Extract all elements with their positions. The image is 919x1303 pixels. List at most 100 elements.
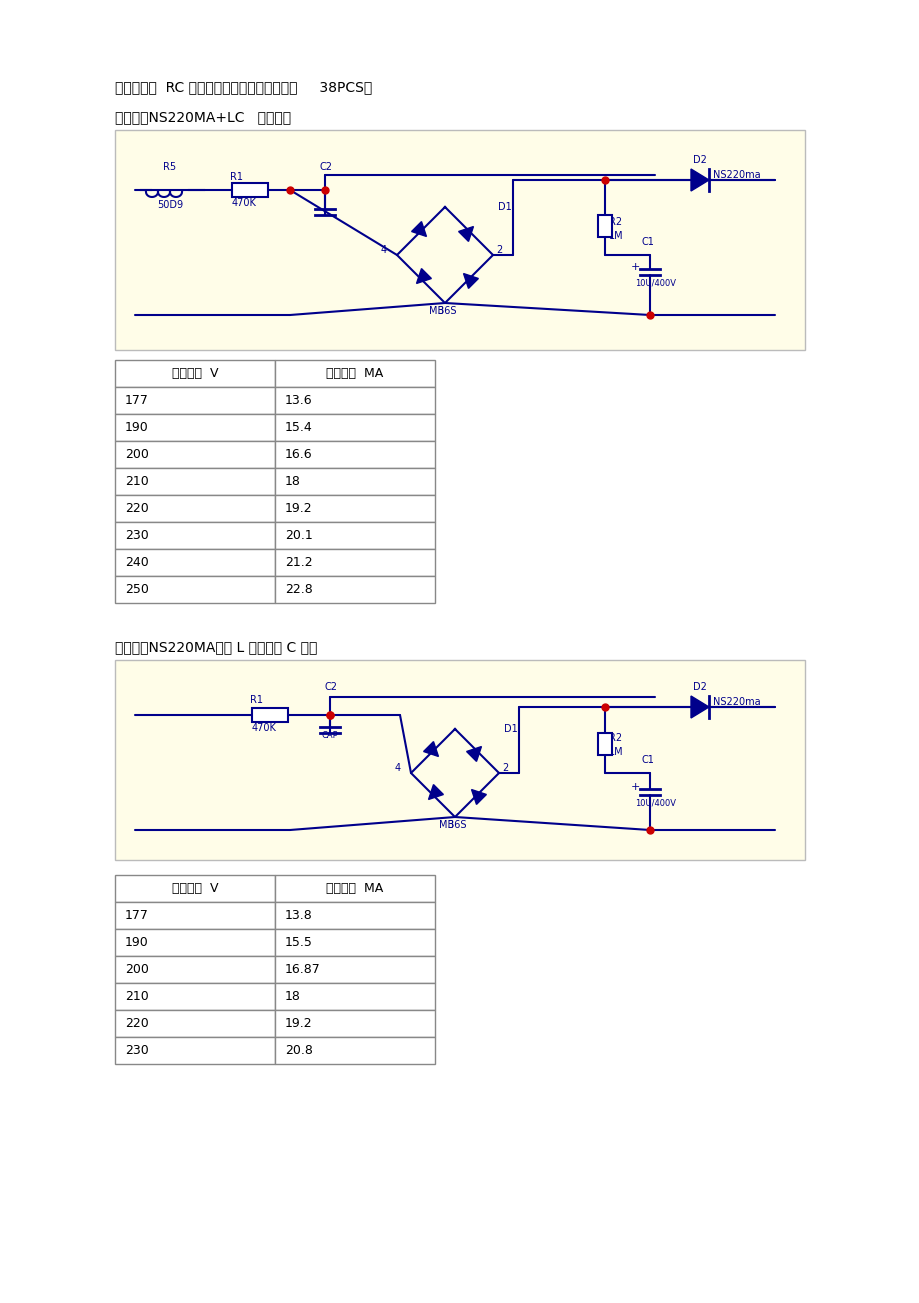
Bar — [115, 414, 275, 440]
Text: D2: D2 — [692, 681, 706, 692]
Text: 18: 18 — [285, 990, 301, 1003]
Bar — [115, 929, 275, 956]
Bar — [115, 549, 275, 576]
Text: 190: 190 — [125, 421, 149, 434]
Text: 15.4: 15.4 — [285, 421, 312, 434]
Text: 20.1: 20.1 — [285, 529, 312, 542]
Bar — [275, 440, 435, 468]
Bar — [275, 876, 435, 902]
Text: 10U/400V: 10U/400V — [634, 279, 675, 288]
Text: 21.2: 21.2 — [285, 556, 312, 569]
Text: MB6S: MB6S — [438, 820, 466, 830]
Text: 18: 18 — [285, 476, 301, 489]
Bar — [275, 495, 435, 523]
Text: D2: D2 — [692, 155, 706, 165]
Text: NS220ma: NS220ma — [712, 697, 760, 708]
Text: R2: R2 — [608, 218, 621, 227]
Polygon shape — [416, 268, 431, 284]
Bar — [275, 387, 435, 414]
Text: 177: 177 — [125, 909, 149, 923]
Text: 电源电源  V: 电源电源 V — [172, 367, 218, 380]
Text: 240: 240 — [125, 556, 149, 569]
Text: 220: 220 — [125, 1018, 149, 1029]
Bar — [115, 876, 275, 902]
Text: 电路电流  MA: 电路电流 MA — [326, 882, 383, 895]
Text: 190: 190 — [125, 936, 149, 949]
Polygon shape — [466, 747, 481, 761]
Bar — [597, 215, 611, 237]
Polygon shape — [690, 696, 709, 718]
Bar — [275, 1037, 435, 1065]
Text: 200: 200 — [125, 448, 149, 461]
Bar — [115, 982, 275, 1010]
Polygon shape — [411, 222, 426, 236]
Bar — [275, 468, 435, 495]
Bar — [115, 956, 275, 982]
Text: 230: 230 — [125, 1044, 149, 1057]
Text: R5: R5 — [164, 162, 176, 172]
Text: 电源电压  V: 电源电压 V — [172, 882, 218, 895]
Text: 220: 220 — [125, 502, 149, 515]
Text: 电路电流  MA: 电路电流 MA — [326, 367, 383, 380]
Bar — [115, 1010, 275, 1037]
Bar — [115, 495, 275, 523]
Bar — [115, 360, 275, 387]
Text: 15.5: 15.5 — [285, 936, 312, 949]
Text: D1: D1 — [497, 202, 511, 212]
Text: 230: 230 — [125, 529, 149, 542]
Polygon shape — [471, 790, 486, 804]
Text: R2: R2 — [608, 734, 621, 743]
Bar — [252, 708, 288, 722]
Bar — [115, 468, 275, 495]
Text: 250: 250 — [125, 582, 149, 595]
Text: 3: 3 — [447, 820, 452, 830]
Text: C1: C1 — [641, 237, 654, 248]
Bar — [275, 523, 435, 549]
Text: 16.6: 16.6 — [285, 448, 312, 461]
Text: 210: 210 — [125, 476, 149, 489]
Bar — [275, 902, 435, 929]
Text: 2: 2 — [502, 764, 507, 773]
Text: 1M: 1M — [608, 231, 623, 241]
Bar — [275, 1010, 435, 1037]
Text: 50D9: 50D9 — [157, 199, 183, 210]
Bar — [115, 661, 804, 860]
Text: 470K: 470K — [232, 198, 256, 208]
Polygon shape — [458, 227, 473, 241]
Text: 16.87: 16.87 — [285, 963, 321, 976]
Bar — [115, 387, 275, 414]
Text: 方案一：NS220MA+LC   滤波网络: 方案一：NS220MA+LC 滤波网络 — [115, 109, 290, 124]
Polygon shape — [423, 741, 438, 757]
Text: 3: 3 — [437, 306, 443, 317]
Bar — [115, 902, 275, 929]
Text: D1: D1 — [504, 724, 517, 734]
Bar — [115, 440, 275, 468]
Bar — [115, 576, 275, 603]
Bar — [275, 549, 435, 576]
Bar — [115, 1037, 275, 1065]
Bar — [275, 956, 435, 982]
Text: 采用同一个  RC 阻容、同样的灯板灯珠数量为     38PCS。: 采用同一个 RC 阻容、同样的灯板灯珠数量为 38PCS。 — [115, 79, 372, 94]
Text: +: + — [630, 262, 640, 272]
Polygon shape — [690, 169, 709, 192]
Bar — [275, 360, 435, 387]
Text: 177: 177 — [125, 394, 149, 407]
Bar — [597, 734, 611, 754]
Text: 10U/400V: 10U/400V — [634, 799, 675, 808]
Text: 4: 4 — [394, 764, 401, 773]
Text: MB6S: MB6S — [428, 306, 456, 317]
Text: R1: R1 — [250, 694, 263, 705]
Text: C1: C1 — [641, 754, 654, 765]
Text: C2: C2 — [320, 162, 333, 172]
Bar — [275, 414, 435, 440]
Text: NS220ma: NS220ma — [712, 169, 760, 180]
Text: 方案二：NS220MA，无 L 网络，有 C 网络: 方案二：NS220MA，无 L 网络，有 C 网络 — [115, 640, 317, 654]
Text: 1M: 1M — [608, 747, 623, 757]
Text: 470K: 470K — [252, 723, 277, 734]
Bar — [275, 982, 435, 1010]
Text: 20.8: 20.8 — [285, 1044, 312, 1057]
Bar — [275, 576, 435, 603]
Bar — [115, 523, 275, 549]
Bar — [275, 929, 435, 956]
Text: 210: 210 — [125, 990, 149, 1003]
